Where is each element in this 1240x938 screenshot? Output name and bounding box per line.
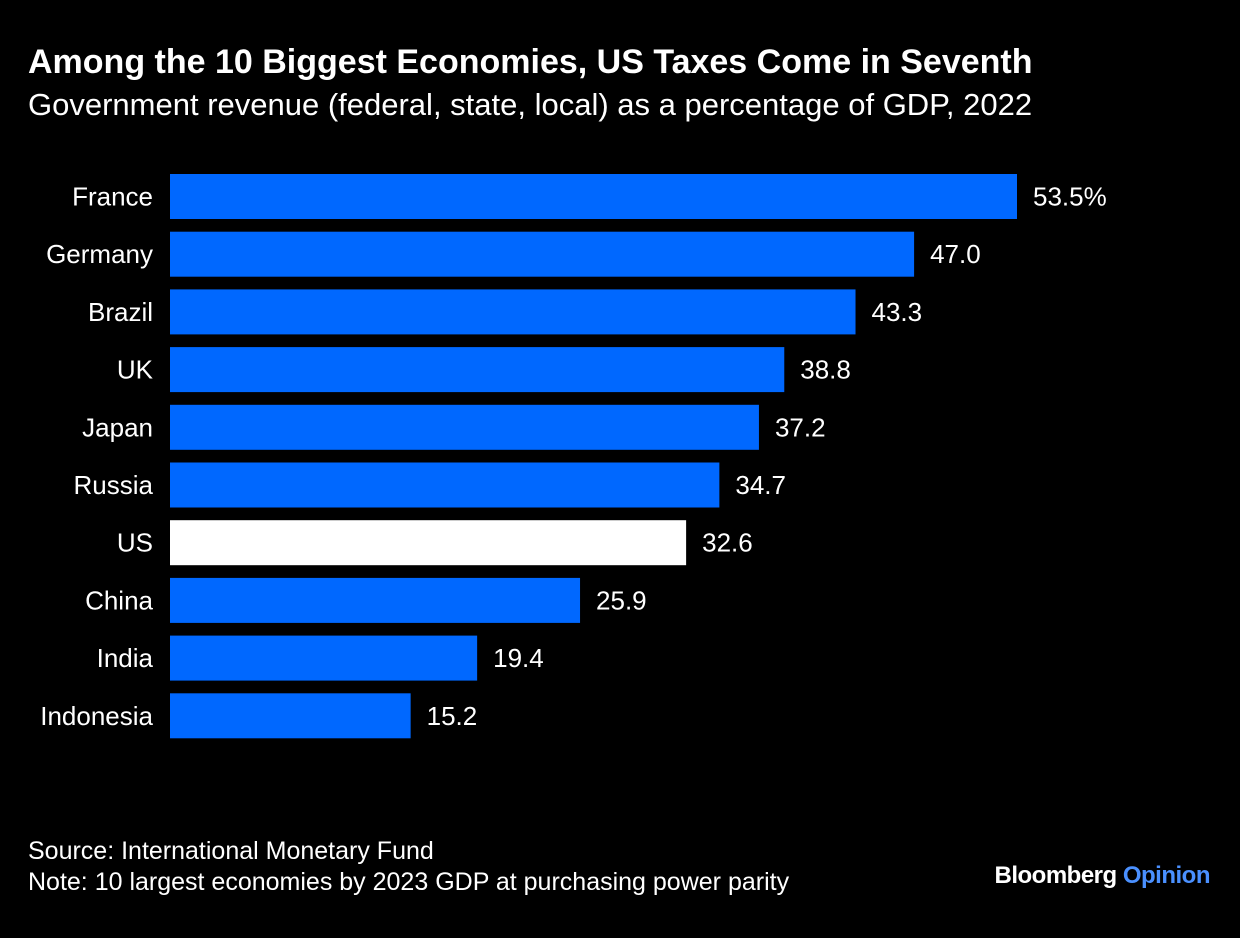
category-label-china: China — [85, 585, 153, 615]
brand-section: Opinion — [1122, 862, 1211, 889]
chart-title: Among the 10 Biggest Economies, US Taxes… — [28, 43, 1033, 81]
bar-uk — [170, 347, 785, 393]
bar-france — [170, 174, 1017, 219]
category-label-uk: UK — [117, 355, 154, 385]
brand-name: Bloomberg — [994, 862, 1118, 889]
bar-brazil — [170, 289, 856, 335]
value-label-japan: 37.2 — [775, 412, 826, 442]
category-label-indonesia: Indonesia — [40, 701, 153, 731]
category-label-us: US — [117, 528, 153, 558]
bar-chart: France 53.5% Germany 47.0 Brazil 43.3 UK 38.8 Ja… — [40, 174, 1107, 739]
value-label-germany: 47.0 — [930, 239, 981, 269]
value-label-indonesia: 15.2 — [427, 701, 478, 731]
category-label-india: India — [97, 643, 154, 673]
value-label-russia: 34.7 — [735, 470, 786, 500]
value-label-china: 25.9 — [596, 585, 647, 615]
source-note: Source: International Monetary Fund — [28, 837, 434, 865]
value-label-france: 53.5% — [1033, 182, 1107, 212]
category-label-russia: Russia — [74, 470, 154, 500]
bar-us — [170, 520, 687, 566]
category-label-brazil: Brazil — [88, 297, 153, 327]
category-label-germany: Germany — [46, 239, 153, 269]
brand-logo: Bloomberg Opinion — [995, 862, 1211, 890]
bars-group: France 53.5% Germany 47.0 Brazil 43.3 UK 38.8 Ja… — [40, 174, 1107, 739]
chart-subtitle: Government revenue (federal, state, loca… — [28, 87, 1033, 122]
category-label-france: France — [72, 182, 153, 212]
value-label-uk: 38.8 — [800, 355, 851, 385]
methodology-note: Note: 10 largest economies by 2023 GDP a… — [28, 868, 790, 896]
bar-indonesia — [170, 693, 411, 739]
bar-japan — [170, 404, 759, 450]
category-label-japan: Japan — [82, 412, 153, 442]
value-label-india: 19.4 — [493, 643, 544, 673]
bar-china — [170, 577, 581, 623]
bar-germany — [170, 231, 915, 277]
value-label-us: 32.6 — [702, 528, 753, 558]
bar-russia — [170, 462, 720, 508]
bar-india — [170, 635, 478, 681]
footer: Source: International Monetary Fund Note… — [28, 836, 789, 898]
value-label-brazil: 43.3 — [872, 297, 923, 327]
